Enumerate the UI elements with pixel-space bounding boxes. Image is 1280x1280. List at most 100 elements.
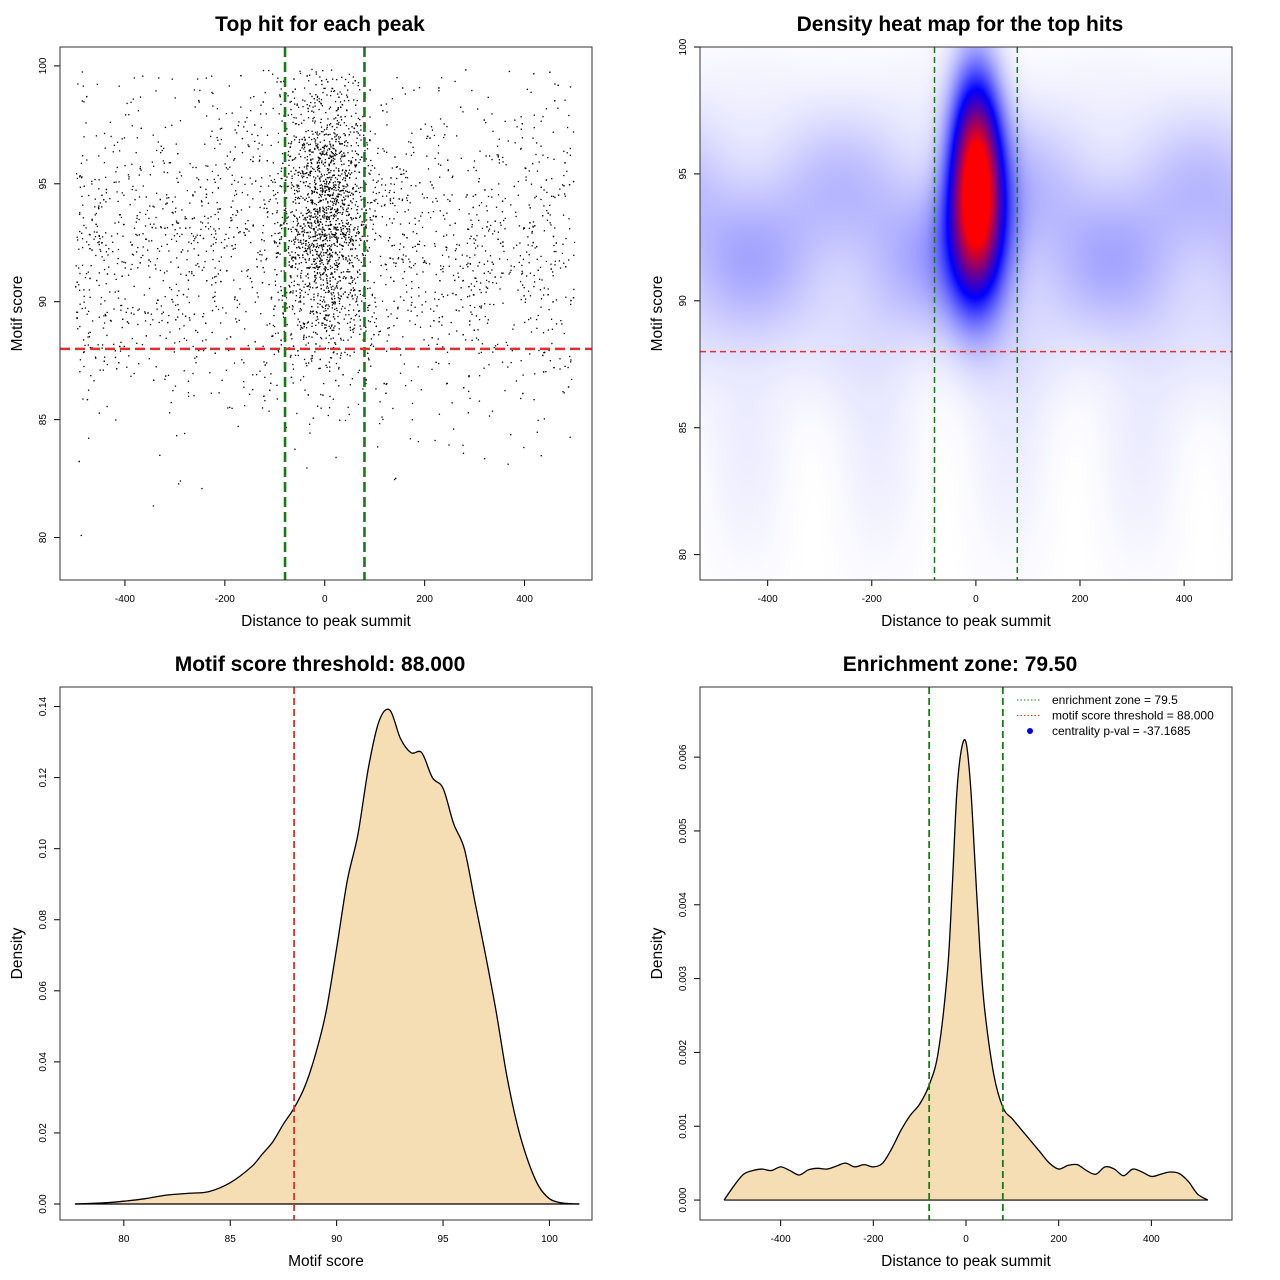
heatmap-ytick-label: 80 [678, 549, 689, 561]
scatter-point [328, 291, 330, 293]
scatter-point [277, 332, 279, 334]
scatter-point [270, 179, 272, 182]
scatter-point [451, 402, 453, 404]
scatter-point [365, 209, 367, 211]
scatter-point [289, 101, 291, 103]
scatter-point [338, 121, 340, 124]
scatter-point [289, 356, 292, 358]
scatter-point [163, 162, 165, 164]
scatter-point [483, 119, 485, 121]
scatter-point [323, 252, 325, 254]
scatter-title: Top hit for each peak [215, 13, 425, 36]
scatter-point [109, 121, 112, 123]
scatter-point [354, 80, 356, 82]
scatter-point [239, 231, 241, 233]
scatter-point [162, 160, 165, 162]
scatter-point [238, 121, 240, 123]
scatter-point [336, 241, 339, 244]
scatter-point [439, 118, 442, 120]
scatter-point [452, 292, 454, 295]
scatter-point [182, 293, 185, 296]
scatter-point [256, 292, 258, 294]
scatter-point [307, 208, 310, 211]
scatter-point [502, 241, 504, 243]
scatter-point [86, 95, 88, 98]
scatter-point [339, 101, 342, 103]
scatter-point [369, 216, 371, 219]
scatter-point [308, 247, 310, 249]
scatter-point [305, 219, 307, 221]
scatter-point [358, 269, 361, 271]
scatter-point [181, 313, 184, 315]
scatter-point [340, 339, 342, 341]
scatter-point [81, 71, 84, 73]
scatter-point [321, 259, 323, 261]
scatter-point [191, 218, 194, 220]
scatter-point [409, 202, 411, 204]
scatter-point [350, 277, 352, 279]
scatter-point [330, 156, 332, 158]
scatter-point [269, 175, 271, 177]
scatter-point [103, 360, 105, 362]
scatter-point [381, 178, 383, 180]
scatter-point [334, 149, 337, 151]
scatter-point [319, 194, 322, 196]
scatter-point [563, 150, 565, 152]
scatter-point [201, 487, 203, 490]
scatter-point [136, 251, 138, 253]
scatter-point [373, 312, 375, 314]
scatter-point [290, 108, 292, 111]
scatter-point [450, 321, 452, 324]
scatter-point [300, 172, 302, 175]
scatter-point [334, 287, 336, 289]
scatter-point [323, 211, 326, 214]
scatter-point [545, 179, 548, 181]
scatter-point [304, 389, 306, 391]
scatter-point [350, 224, 352, 226]
scatter-point [322, 189, 324, 191]
scatter-point [469, 304, 471, 307]
scatter-point [410, 296, 413, 298]
scatter-point [318, 367, 320, 370]
scatter-point [276, 81, 278, 83]
scatter-point [477, 339, 480, 341]
scatter-point [259, 159, 261, 161]
scatter-point [100, 250, 102, 252]
scatter-point [374, 232, 377, 234]
scatter-point [296, 283, 299, 286]
scatter-point [334, 303, 336, 305]
scatter-point [219, 178, 222, 180]
scatter-point [355, 177, 357, 179]
scatter-point [262, 345, 264, 347]
scatter-point [285, 207, 287, 209]
scatter-point [448, 333, 450, 335]
scatter-point [369, 321, 371, 323]
scatter-point [472, 270, 474, 272]
scatter-point [291, 251, 293, 253]
scatter-point [466, 264, 468, 266]
score-density-ytick-label: 0.14 [38, 696, 49, 716]
scatter-point [415, 185, 417, 187]
scatter-point [321, 187, 323, 189]
scatter-point [322, 215, 324, 217]
scatter-point [332, 186, 335, 188]
scatter-point [335, 215, 337, 217]
scatter-point [298, 139, 301, 141]
scatter-point [498, 162, 501, 164]
scatter-point [238, 319, 240, 322]
scatter-point [316, 95, 319, 98]
scatter-point [320, 338, 323, 340]
scatter-point [348, 225, 350, 228]
scatter-point [486, 260, 489, 262]
scatter-point [312, 228, 315, 230]
scatter-point [304, 240, 307, 243]
scatter-point [385, 392, 387, 395]
scatter-point [329, 237, 331, 239]
scatter-point [329, 220, 331, 223]
scatter-point [328, 188, 330, 191]
scatter-point [315, 262, 317, 264]
scatter-point [320, 228, 322, 230]
scatter-point [292, 290, 294, 292]
scatter-point [352, 287, 354, 289]
scatter-point [171, 238, 173, 240]
